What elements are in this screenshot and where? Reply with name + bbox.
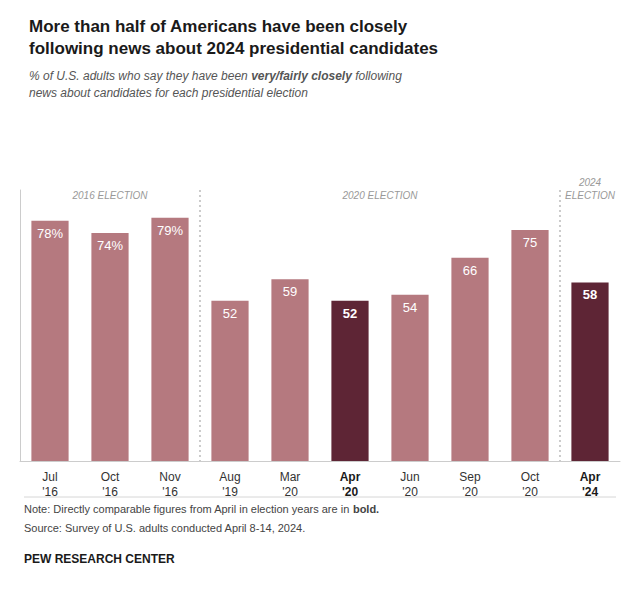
svg-text:78%: 78% [37, 226, 63, 241]
svg-text:More than half of Americans ha: More than half of Americans have been cl… [29, 17, 408, 36]
svg-text:Source: Survey of U.S. adults: Source: Survey of U.S. adults conducted … [24, 522, 305, 534]
svg-text:58: 58 [583, 287, 597, 302]
svg-text:Oct: Oct [101, 470, 120, 484]
svg-text:bold.: bold. [353, 503, 379, 515]
svg-text:Jul: Jul [42, 470, 57, 484]
svg-text:following: following [352, 69, 402, 83]
svg-text:Apr: Apr [580, 470, 601, 484]
svg-text:following news about 2024 pres: following news about 2024 presidential c… [29, 39, 438, 58]
svg-text:'24: '24 [582, 485, 599, 499]
svg-text:Mar: Mar [280, 470, 301, 484]
svg-text:Apr: Apr [340, 470, 361, 484]
svg-text:'16: '16 [42, 485, 58, 499]
svg-text:59: 59 [283, 284, 297, 299]
svg-text:'20: '20 [342, 485, 359, 499]
svg-text:Aug: Aug [219, 470, 240, 484]
svg-text:Oct: Oct [521, 470, 540, 484]
svg-text:'16: '16 [162, 485, 178, 499]
svg-text:74%: 74% [97, 238, 123, 253]
svg-text:'16: '16 [102, 485, 118, 499]
svg-text:'20: '20 [522, 485, 538, 499]
svg-text:'20: '20 [462, 485, 478, 499]
svg-text:'19: '19 [222, 485, 238, 499]
svg-text:ELECTION: ELECTION [565, 190, 616, 201]
svg-text:'20: '20 [402, 485, 418, 499]
svg-text:PEW RESEARCH CENTER: PEW RESEARCH CENTER [24, 552, 175, 566]
svg-text:79%: 79% [157, 223, 183, 238]
svg-text:75: 75 [523, 235, 537, 250]
svg-text:Sep: Sep [459, 470, 481, 484]
svg-text:52: 52 [343, 306, 357, 321]
svg-text:Nov: Nov [159, 470, 180, 484]
svg-text:2016 ELECTION: 2016 ELECTION [71, 190, 148, 201]
svg-text:Jun: Jun [400, 470, 419, 484]
svg-text:very/fairly closely: very/fairly closely [251, 69, 353, 83]
svg-text:'20: '20 [282, 485, 298, 499]
svg-text:% of U.S. adults who say they: % of U.S. adults who say they have been [29, 69, 251, 83]
svg-text:2020 ELECTION: 2020 ELECTION [341, 190, 418, 201]
svg-text:66: 66 [463, 263, 477, 278]
svg-text:Note: Directly comparable figu: Note: Directly comparable figures from A… [24, 503, 352, 515]
svg-text:2024: 2024 [578, 177, 602, 188]
svg-text:52: 52 [223, 306, 237, 321]
svg-text:news about candidates for each: news about candidates for each president… [29, 86, 308, 100]
svg-text:54: 54 [403, 300, 417, 315]
